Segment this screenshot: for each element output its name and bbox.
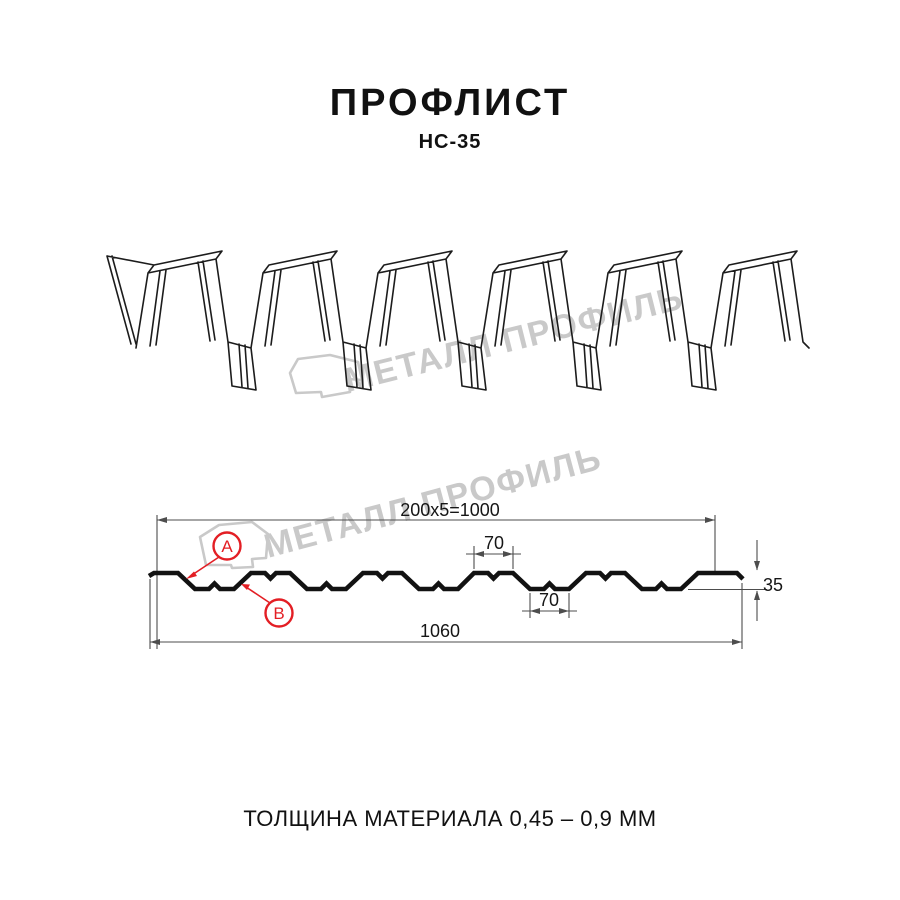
marker-b-letter: B	[273, 604, 284, 623]
profile-model-subtitle: НС-35	[418, 131, 482, 153]
brand-logo-icon	[198, 520, 270, 570]
marker-a: A	[186, 531, 242, 579]
marker-a-circle	[212, 531, 242, 561]
dimension-working-width-label: 200x5=1000	[400, 500, 500, 520]
dimension-overall-width-label: 1060	[420, 621, 460, 641]
marker-a-letter: A	[221, 537, 233, 556]
cross-section-diagram: МЕТАЛЛ ПРОФИЛЬ 200x5=1000 1060 70 70 35 …	[147, 439, 783, 649]
marker-b-circle	[264, 598, 294, 628]
dimension-height-label: 35	[763, 575, 783, 595]
marker-b: B	[241, 584, 294, 628]
dimension-lines: 200x5=1000 1060 70 70 35	[149, 500, 783, 649]
dimension-rib-top-label: 70	[484, 533, 504, 553]
material-thickness-label: ТОЛЩИНА МАТЕРИАЛА 0,45 – 0,9 ММ	[243, 806, 657, 831]
sheet-3d-drawing: МЕТАЛЛ ПРОФИЛЬ	[106, 250, 810, 400]
page-title: ПРОФЛИСТ	[329, 82, 571, 124]
corrugated-sheet-lines	[106, 250, 810, 391]
profile-cross-section-outline	[147, 570, 745, 592]
dimension-rib-bottom-label: 70	[539, 590, 559, 610]
